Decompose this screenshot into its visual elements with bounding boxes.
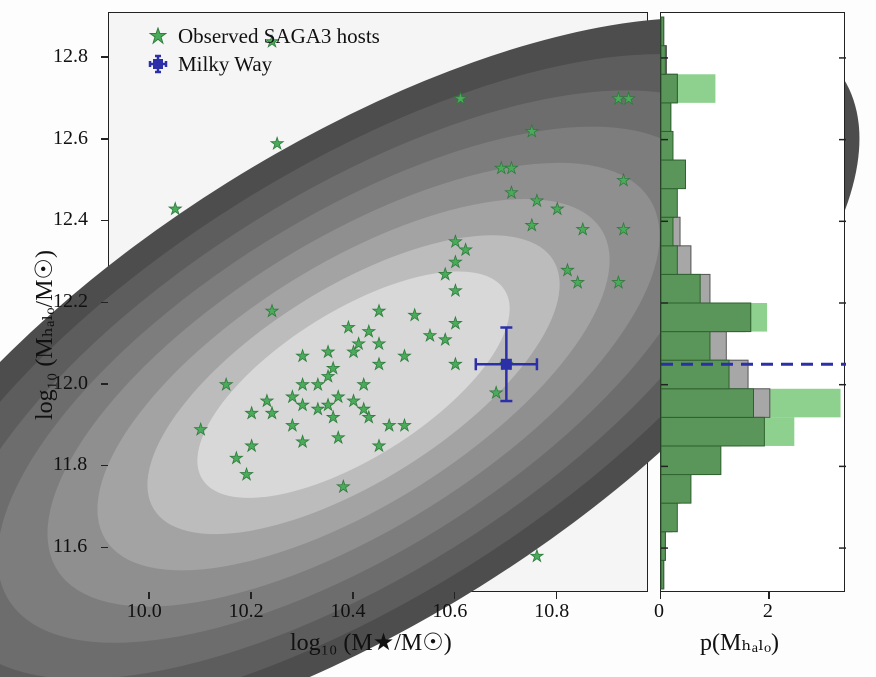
side-plot-svg bbox=[661, 13, 846, 593]
x-tick-label: 10.6 bbox=[432, 600, 467, 623]
y-tick-label: 12.8 bbox=[53, 45, 88, 68]
y-tick-label: 12.2 bbox=[53, 290, 88, 313]
x-tick-label: 10.4 bbox=[331, 600, 366, 623]
x-axis-label: log₁₀ (M★/M☉) bbox=[290, 628, 452, 657]
x-tick-label: 10.2 bbox=[229, 600, 264, 623]
x-tick bbox=[454, 592, 456, 599]
legend: Observed SAGA3 hosts Milky Way bbox=[138, 22, 380, 78]
y-tick bbox=[101, 220, 108, 222]
x-tick bbox=[556, 592, 558, 599]
y-tick-label: 11.8 bbox=[53, 453, 87, 476]
y-tick bbox=[101, 302, 108, 304]
y-tick bbox=[101, 547, 108, 549]
side-x-tick bbox=[768, 592, 770, 599]
legend-label-milkyway: Milky Way bbox=[178, 52, 272, 77]
y-tick-label: 12.0 bbox=[53, 372, 88, 395]
y-tick-label: 12.6 bbox=[53, 127, 88, 150]
y-tick-label: 11.6 bbox=[53, 535, 87, 558]
side-histogram-panel bbox=[660, 12, 845, 592]
x-tick bbox=[250, 592, 252, 599]
legend-entry-milkyway: Milky Way bbox=[138, 50, 380, 78]
x-tick-label: 10.8 bbox=[534, 600, 569, 623]
star-icon bbox=[138, 27, 178, 45]
y-tick bbox=[101, 465, 108, 467]
x-tick-label: 10.0 bbox=[127, 600, 162, 623]
x-tick bbox=[352, 592, 354, 599]
y-tick-label: 12.4 bbox=[53, 208, 88, 231]
legend-label-saga: Observed SAGA3 hosts bbox=[178, 24, 380, 49]
x-tick bbox=[148, 592, 150, 599]
y-tick bbox=[101, 56, 108, 58]
side-x-tick-label: 0 bbox=[654, 600, 664, 623]
main-scatter-panel bbox=[108, 12, 648, 592]
side-x-tick-label: 2 bbox=[763, 600, 773, 623]
y-tick bbox=[101, 383, 108, 385]
side-x-axis-label: p(Mₕₐₗₒ) bbox=[700, 628, 779, 657]
main-plot-svg bbox=[109, 13, 649, 593]
errorbar-icon bbox=[138, 52, 178, 76]
side-x-tick bbox=[660, 592, 662, 599]
legend-entry-saga: Observed SAGA3 hosts bbox=[138, 22, 380, 50]
figure-root: log₁₀ (Mₕₐₗₒ/M☉) log₁₀ (M★/M☉) p(Mₕₐₗₒ) … bbox=[0, 0, 876, 677]
y-tick bbox=[101, 138, 108, 140]
